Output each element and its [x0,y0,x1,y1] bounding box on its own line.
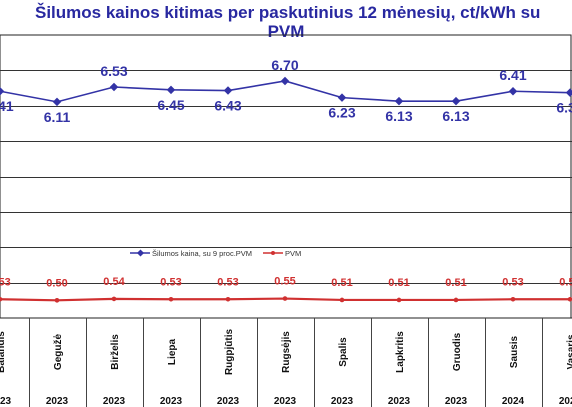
data-point [0,87,5,96]
x-tick-year-label: 2023 [0,396,12,407]
data-label: 0.53 [0,276,11,288]
data-point [54,298,60,303]
x-tick-year-label: 2023 [274,396,297,407]
data-point [166,85,176,95]
data-label: 0.51 [331,277,352,289]
x-tick-label: Gegužė [53,334,64,371]
data-point [52,97,62,107]
x-tick-year-label: 2023 [445,396,468,407]
x-tick-year-label: 2023 [46,396,69,407]
legend-marker-heat-price [136,249,145,257]
data-point [168,296,174,302]
data-point [394,96,404,106]
data-point [567,296,572,302]
chart-title-line1: Šilumos kainos kitimas per paskutinius 1… [35,3,541,22]
data-point [510,296,516,302]
data-label: 0.55 [274,276,295,288]
data-label: 6.23 [328,105,355,121]
data-point [453,297,459,303]
data-point [280,76,290,86]
data-label: 0.50 [46,277,67,289]
data-label: 0.53 [559,276,572,288]
legend-label-heat-price: Šilumos kaina, su 9 proc.PVM [152,249,252,258]
data-label: 6.11 [44,109,71,125]
data-point [339,297,345,303]
data-label: 0.54 [103,276,125,288]
data-label: 0.51 [388,277,409,289]
x-tick-year-label: 2023 [160,396,183,407]
x-tick-year-label: 2023 [388,396,411,407]
x-tick-year-label: 2023 [103,396,126,407]
x-tick-year-label: 2024 [502,396,525,407]
data-point [111,296,117,302]
x-tick-label: Spalis [338,337,349,367]
x-tick-label: Gruodis [452,332,463,371]
data-point [508,87,518,96]
x-tick-year-label: 2024 [559,396,572,407]
chart-title-line2: PVM [267,22,305,41]
data-label: 0.51 [445,277,466,289]
data-label: 6.41 [0,98,14,114]
legend-marker-vat [271,251,275,255]
data-point [109,82,119,92]
data-point [565,88,572,97]
x-tick-label: Rugsėjis [281,331,292,373]
data-label: 0.53 [160,276,181,288]
data-label: 6.70 [271,57,298,73]
x-tick-label: Vasaris [566,334,572,369]
data-label: 0.53 [217,276,238,288]
data-label: 6.43 [214,98,241,114]
data-point [337,93,347,102]
x-tick-label: Rugpjūtis [224,329,235,376]
data-label: 6.13 [385,108,412,124]
data-label: 6.53 [100,63,127,79]
data-label: 6.45 [157,97,184,113]
data-point [225,296,231,302]
data-point [282,296,288,301]
data-label: 6.37 [556,100,572,116]
x-tick-label: Liepa [167,339,178,366]
data-label: 6.13 [442,108,469,124]
legend-label-vat: PVM [285,249,301,258]
x-tick-year-label: 2023 [331,396,354,407]
data-point [451,96,461,106]
x-tick-label: Balandis [0,331,7,373]
data-point [396,297,402,303]
x-tick-label: Lapkritis [395,331,406,373]
x-tick-label: Birželis [110,334,121,370]
data-label: 6.41 [499,67,526,83]
x-tick-label: Sausis [509,335,520,368]
data-point [223,86,233,95]
data-label: 0.53 [502,276,523,288]
x-tick-year-label: 2023 [217,396,240,407]
data-point [0,296,3,302]
